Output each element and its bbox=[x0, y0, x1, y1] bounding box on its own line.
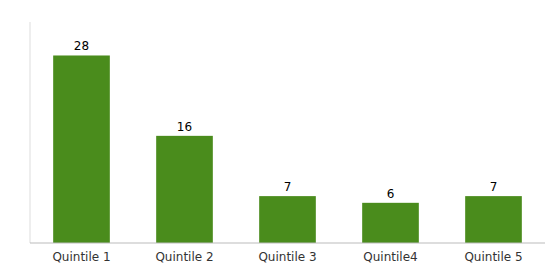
bars bbox=[53, 55, 522, 243]
x-tick-label: Quintile4 bbox=[363, 250, 417, 264]
bar bbox=[362, 203, 419, 243]
x-tick-label: Quintile 2 bbox=[155, 250, 213, 264]
data-label: 16 bbox=[177, 120, 192, 134]
x-axis-line bbox=[30, 243, 545, 244]
bar bbox=[53, 55, 110, 243]
bar bbox=[259, 196, 316, 243]
x-tick-label: Quintile 1 bbox=[52, 250, 110, 264]
y-axis-line bbox=[30, 22, 31, 243]
data-label: 7 bbox=[284, 180, 292, 194]
data-label: 28 bbox=[74, 39, 89, 53]
chart: Quintile 1 Quintile 2 Quintile 3 Quintile4 Q… bbox=[0, 0, 559, 277]
x-tick-label: Quintile 5 bbox=[464, 250, 522, 264]
x-tick-label: Quintile 3 bbox=[258, 250, 316, 264]
bar bbox=[156, 136, 213, 243]
bar bbox=[465, 196, 522, 243]
data-label: 6 bbox=[387, 187, 395, 201]
data-label: 7 bbox=[490, 180, 498, 194]
